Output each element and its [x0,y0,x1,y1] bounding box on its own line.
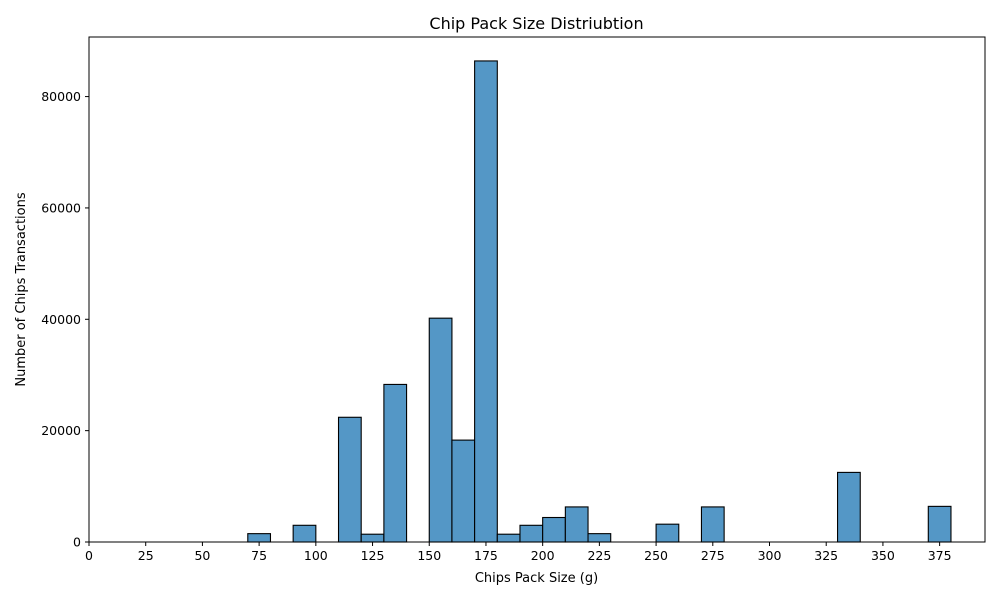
histogram-bar [428,317,453,543]
histogram-bar [542,516,566,543]
x-tick-label: 25 [138,548,154,563]
y-tick-label: 80000 [41,89,81,104]
histogram-bar [337,416,362,543]
x-tick-label: 75 [251,548,267,563]
y-tick-label: 40000 [41,312,81,327]
bars-layer [247,60,952,543]
chart-title: Chip Pack Size Distriubtion [429,14,643,33]
y-axis-title: Number of Chips Transactions [14,192,29,386]
histogram-bar [383,383,408,543]
histogram-bar [360,533,385,543]
x-tick-label: 125 [361,548,385,563]
y-tick-label: 20000 [41,423,81,438]
axes-layer: 0 25 50 75 100 125 150 175 200 225 250 275 300 325 350… [41,36,986,563]
histogram-bar [564,506,589,543]
histogram-bar [474,60,498,543]
histogram-bar [655,523,680,543]
x-tick-label: 175 [474,548,498,563]
histogram-bar [837,471,861,543]
histogram-bar [700,506,725,543]
histogram-bar [496,533,521,543]
y-tick-label: 0 [73,535,81,550]
x-tick-label: 275 [701,548,725,563]
x-tick-label: 325 [814,548,838,563]
histogram-bar [519,524,544,543]
x-tick-label: 375 [928,548,952,563]
histogram-bar [927,505,952,543]
histogram-bar [292,524,317,543]
x-tick-label: 100 [304,548,328,563]
x-tick-label: 200 [531,548,555,563]
x-tick-label: 350 [871,548,895,563]
x-tick-label: 250 [644,548,668,563]
histogram-bar [247,533,272,543]
histogram-bar [451,439,476,543]
y-tick-label: 60000 [41,200,81,215]
histogram-bar [587,533,612,543]
x-tick-label: 0 [85,548,93,563]
x-axis-title: Chips Pack Size (g) [475,571,598,586]
x-tick-label: 300 [758,548,782,563]
x-tick-label: 225 [587,548,611,563]
plot-frame [88,36,986,543]
x-tick-label: 50 [194,548,210,563]
x-tick-label: 150 [417,548,441,563]
